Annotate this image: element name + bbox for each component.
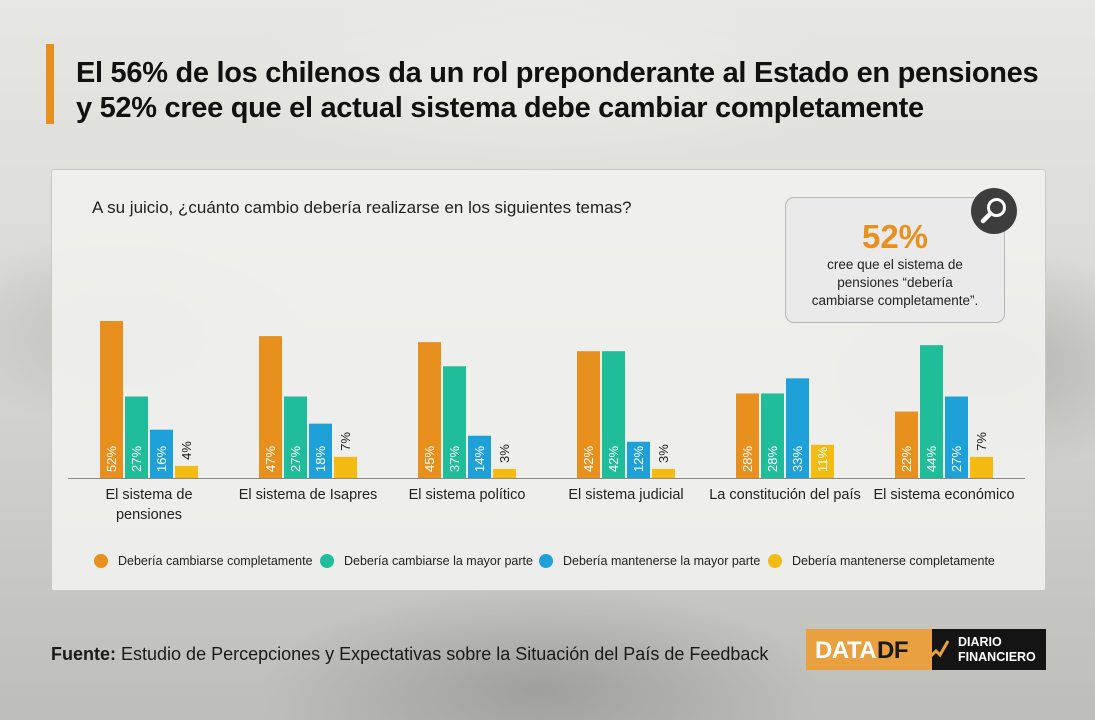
callout-text: cree que el sistema de pensiones “deberí… [796, 256, 994, 310]
legend-swatch [94, 554, 108, 568]
bar-value-label: 3% [656, 444, 671, 463]
datadf-logo: DATA DF DIARIO FINANCIERO [806, 629, 1046, 670]
chart-question: A su juicio, ¿cuánto cambio debería real… [92, 198, 632, 217]
bar [761, 393, 784, 478]
bar-value-label: 12% [631, 446, 646, 472]
bar-value-label: 3% [497, 444, 512, 463]
bar-value-label: 14% [472, 446, 487, 472]
trend-arrow-icon [926, 640, 950, 661]
bar [786, 378, 809, 478]
bar-value-label: 45% [422, 446, 437, 472]
legend-swatch [320, 554, 334, 568]
bar [100, 321, 123, 478]
bar-value-label: 42% [581, 446, 596, 472]
bar-value-label: 7% [338, 432, 353, 451]
logo-diario-text: DIARIO [958, 635, 1002, 649]
bar-value-label: 27% [949, 446, 964, 472]
title-line-1: El 56% de los chilenos da un rol prepond… [76, 57, 1039, 89]
bar-value-label: 28% [765, 446, 780, 472]
title-line-2: y 52% cree que el actual sistema debe ca… [76, 92, 924, 124]
category-label: El sistema de Isapres [239, 487, 378, 503]
bar-value-label: 27% [288, 446, 303, 472]
bar [125, 396, 148, 478]
bar [175, 465, 198, 478]
source-note: Fuente: Estudio de Percepciones y Expect… [51, 644, 768, 665]
search-icon [971, 188, 1017, 234]
legend-label: Debería cambiarse la mayor parte [344, 554, 533, 568]
bar [920, 345, 943, 478]
bar [493, 468, 516, 478]
legend-label: Debería mantenerse la mayor parte [563, 554, 760, 568]
bar-value-label: 42% [606, 446, 621, 472]
bar [895, 411, 918, 478]
legend-swatch [768, 554, 782, 568]
bar [811, 444, 834, 478]
page-title: El 56% de los chilenos da un rol prepond… [76, 56, 1076, 126]
category-label: El sistema político [409, 487, 526, 503]
bar-value-label: 16% [154, 446, 169, 472]
bar-value-label: 11% [815, 447, 830, 472]
callout-line-3: cambiarse completamente”. [811, 293, 979, 308]
category-label: El sistema de [105, 487, 192, 503]
bar [443, 366, 466, 478]
legend-label: Debería cambiarse completamente [118, 554, 313, 568]
bar-value-label: 22% [899, 446, 914, 472]
bar [602, 351, 625, 478]
callout-value: 52% [861, 218, 929, 255]
bar-value-label: 28% [740, 446, 755, 472]
bar-value-label: 44% [924, 446, 939, 472]
bar [945, 396, 968, 478]
source-text: Estudio de Percepciones y Expectativas s… [121, 644, 769, 664]
bar [468, 435, 491, 478]
category-label: La constitución del país [709, 487, 861, 503]
bar [627, 441, 650, 478]
bar [418, 342, 441, 478]
logo-df-text: DF [877, 637, 909, 664]
logo-left-block: DATA DF [806, 629, 932, 670]
highlight-callout: 52% cree que el sistema de pensiones “de… [785, 197, 1005, 323]
accent-bar [46, 44, 54, 124]
bar [150, 429, 173, 478]
bar [284, 396, 307, 478]
source-label: Fuente: [51, 644, 116, 664]
bar-value-label: 18% [313, 446, 328, 472]
bar-value-label: 33% [790, 446, 805, 472]
logo-financiero-text: FINANCIERO [958, 650, 1036, 664]
logo-right-block: DIARIO FINANCIERO [926, 629, 1046, 670]
category-label: El sistema económico [873, 487, 1014, 503]
bar [309, 423, 332, 478]
bar [970, 456, 993, 478]
legend-label: Debería mantenerse completamente [792, 554, 995, 568]
legend-swatch [539, 554, 553, 568]
bar [652, 468, 675, 478]
bar-value-label: 4% [179, 441, 194, 460]
category-label: pensiones [116, 507, 182, 523]
bar-value-label: 27% [129, 446, 144, 472]
bar-value-label: 52% [104, 446, 119, 472]
bar-value-label: 47% [263, 446, 278, 472]
bar [334, 456, 357, 478]
callout-line-1: cree que el sistema de [827, 257, 963, 272]
bar-value-label: 37% [447, 446, 462, 472]
bar [736, 393, 759, 478]
logo-data-text: DATA [815, 637, 877, 664]
category-label: El sistema judicial [568, 487, 683, 503]
bar [259, 336, 282, 478]
callout-line-2: pensiones “debería [837, 275, 953, 290]
bar [577, 351, 600, 478]
bar-value-label: 7% [974, 432, 989, 451]
